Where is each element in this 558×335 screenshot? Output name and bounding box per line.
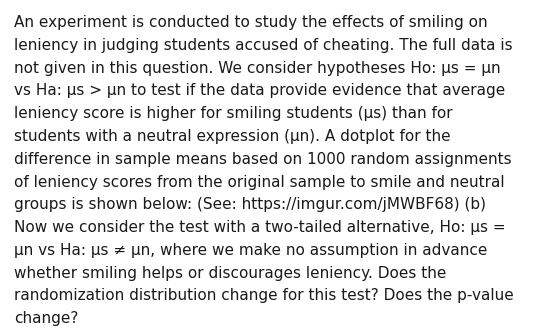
Text: whether smiling helps or discourages leniency. Does the: whether smiling helps or discourages len…	[14, 266, 446, 281]
Text: of leniency scores from the original sample to smile and neutral: of leniency scores from the original sam…	[14, 175, 504, 190]
Text: leniency in judging students accused of cheating. The full data is: leniency in judging students accused of …	[14, 38, 513, 53]
Text: vs Ha: μs > μn to test if the data provide evidence that average: vs Ha: μs > μn to test if the data provi…	[14, 83, 505, 98]
Text: change?: change?	[14, 311, 78, 326]
Text: leniency score is higher for smiling students (μs) than for: leniency score is higher for smiling stu…	[14, 106, 453, 121]
Text: An experiment is conducted to study the effects of smiling on: An experiment is conducted to study the …	[14, 15, 488, 30]
Text: μn vs Ha: μs ≠ μn, where we make no assumption in advance: μn vs Ha: μs ≠ μn, where we make no assu…	[14, 243, 487, 258]
Text: students with a neutral expression (μn). A dotplot for the: students with a neutral expression (μn).…	[14, 129, 450, 144]
Text: Now we consider the test with a two-tailed alternative, Ho: μs =: Now we consider the test with a two-tail…	[14, 220, 506, 235]
Text: difference in sample means based on 1000 random assignments: difference in sample means based on 1000…	[14, 152, 512, 167]
Text: randomization distribution change for this test? Does the p-value: randomization distribution change for th…	[14, 288, 514, 304]
Text: not given in this question. We consider hypotheses Ho: μs = μn: not given in this question. We consider …	[14, 61, 501, 76]
Text: groups is shown below: (See: https://imgur.com/jMWBF68) (b): groups is shown below: (See: https://img…	[14, 197, 486, 212]
